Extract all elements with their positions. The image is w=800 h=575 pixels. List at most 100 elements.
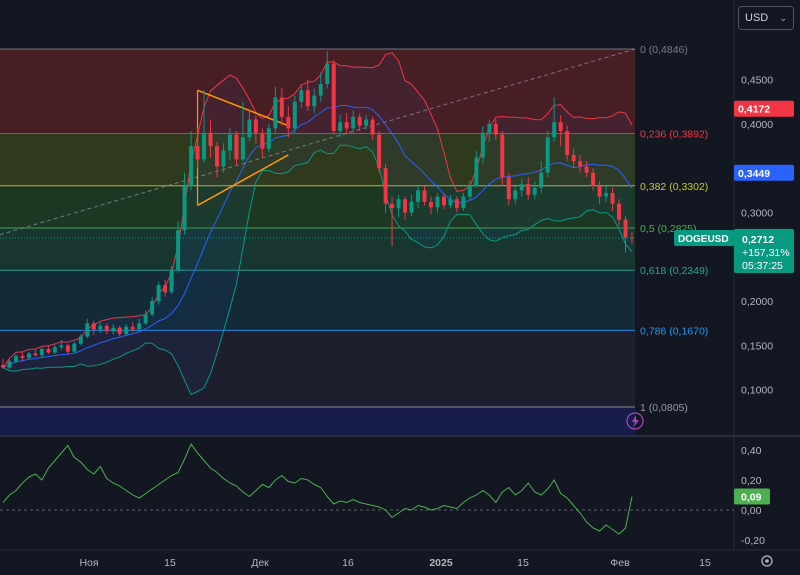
candle [85, 323, 90, 337]
chevron-down-icon: ⌄ [779, 12, 787, 23]
candle [208, 132, 213, 147]
candle [137, 323, 142, 330]
currency-selector[interactable]: USD ⌄ [738, 6, 794, 30]
price-tag-bg [734, 100, 794, 117]
candle [305, 90, 310, 107]
y-tick-label: 0,4500 [741, 75, 773, 87]
oscillator-line [2, 442, 633, 535]
candle [403, 199, 408, 213]
candle [143, 314, 148, 324]
oscillator-layer [2, 442, 633, 535]
x-tick-label: Дек [251, 557, 269, 569]
bollinger-fill [3, 52, 632, 395]
y-tick-label: 0,4000 [741, 119, 773, 131]
bollinger-lower [2, 144, 633, 396]
candle [357, 116, 362, 126]
candle [78, 336, 83, 344]
settings-gear-icon [761, 555, 773, 567]
candle [46, 348, 51, 353]
candle [7, 361, 12, 368]
sub-y-tick-label: -0,20 [741, 535, 765, 547]
alert-lightning-icon [632, 415, 639, 428]
candle [422, 190, 427, 202]
candle [474, 157, 479, 186]
candle [416, 190, 421, 202]
candle [163, 285, 168, 293]
alert-lightning-icon [626, 412, 644, 430]
triangle-lower-line [197, 154, 289, 207]
fib-zone [0, 49, 635, 134]
candle [383, 168, 388, 204]
fib-zone [0, 228, 635, 271]
candle [52, 347, 57, 353]
last-price-bg [734, 231, 794, 274]
candle [202, 132, 207, 160]
candle [493, 123, 498, 135]
candle [558, 122, 563, 132]
candle [176, 230, 181, 271]
candle [487, 123, 492, 133]
candle [1, 364, 5, 368]
candle [370, 119, 375, 135]
symbol-tag-bg [674, 230, 734, 247]
candle [266, 128, 271, 149]
last-price-countdown: 05:37:25 [742, 260, 783, 272]
candle [331, 63, 336, 132]
candle [630, 237, 634, 239]
candle [234, 134, 239, 160]
oscillator-last: 0,09 [741, 492, 762, 504]
x-tick-label: Ноя [79, 557, 98, 569]
candle [441, 196, 446, 206]
candle [454, 199, 459, 209]
x-tick-label: 15 [517, 557, 529, 569]
bollinger-basis [2, 105, 633, 369]
candle [526, 184, 531, 195]
candle [571, 154, 576, 162]
candle [565, 131, 570, 155]
indicator-layer [0, 48, 636, 396]
fib-zone [0, 330, 635, 407]
candle [448, 199, 453, 206]
candle [130, 326, 135, 330]
last-price-change: +157,31% [742, 247, 790, 259]
candle [33, 353, 38, 356]
fib-label: 1 (0,0805) [640, 402, 688, 414]
candle [435, 196, 440, 208]
candle [26, 353, 31, 358]
x-tick-label: 16 [342, 557, 354, 569]
sub-y-tick-label: 0,20 [741, 475, 762, 487]
candle [519, 184, 524, 191]
candle [72, 343, 77, 352]
candle [299, 90, 304, 102]
candle [377, 134, 382, 169]
candle [189, 146, 194, 186]
candle [409, 201, 414, 213]
candle [532, 187, 537, 195]
fib-label: 0,786 (0,1670) [640, 325, 708, 337]
candle [169, 270, 174, 293]
y-tick-label: 0,3000 [741, 208, 773, 220]
fib-label: 0,236 (0,3892) [640, 129, 708, 141]
bollinger-upper [2, 52, 633, 368]
candle [461, 196, 466, 209]
y-tick-label: 0,1500 [741, 340, 773, 352]
candle [195, 146, 200, 160]
fib-zone [0, 407, 635, 435]
candle [215, 146, 219, 167]
candle [604, 193, 609, 197]
candle [545, 137, 550, 173]
candle [104, 325, 109, 332]
candle [13, 356, 18, 362]
currency-label: USD [745, 12, 769, 24]
candle [273, 97, 278, 129]
price-tag: 0,3449 [738, 168, 770, 180]
fib-zone [0, 270, 635, 331]
candle [351, 116, 356, 129]
candle [247, 119, 252, 138]
candle [20, 356, 25, 358]
y-tick-label: 0,1000 [741, 385, 773, 397]
candle [428, 201, 433, 208]
candle [117, 327, 122, 334]
